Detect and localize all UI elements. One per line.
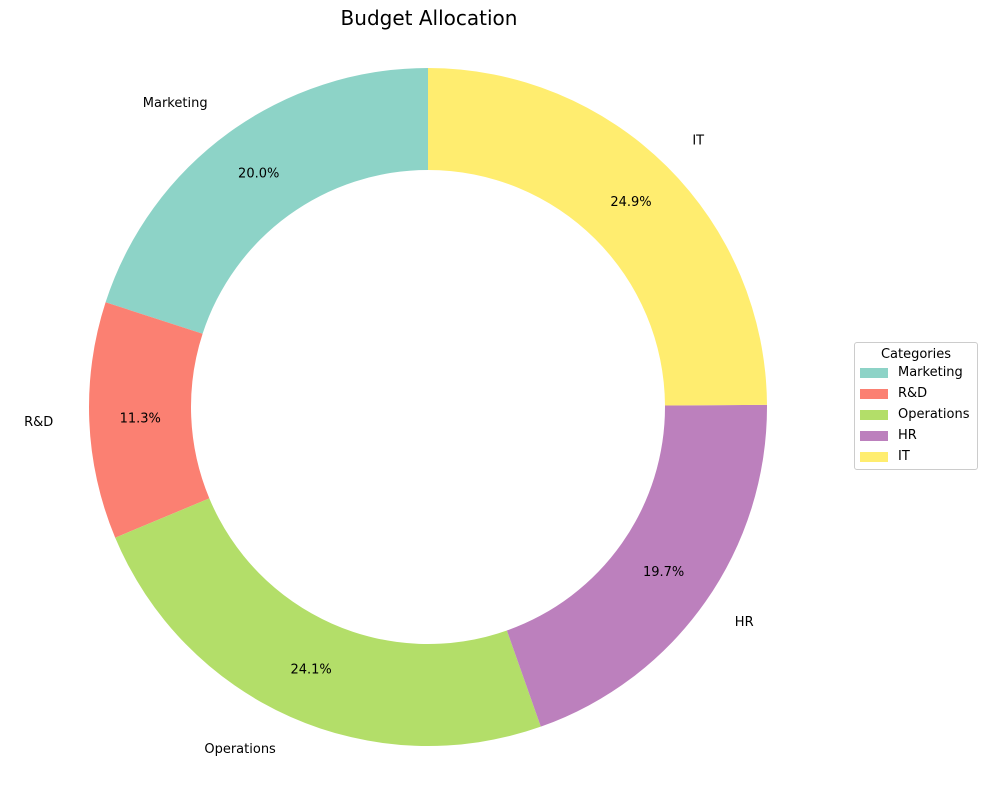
slice-operations xyxy=(115,498,541,746)
slice-r-d xyxy=(89,302,210,538)
slice-hr xyxy=(506,404,767,727)
legend-label: Marketing xyxy=(898,365,963,380)
legend-item: Operations xyxy=(855,404,977,425)
legend-label: HR xyxy=(898,428,917,443)
legend-item: Marketing xyxy=(855,362,977,383)
category-label: Operations xyxy=(204,742,276,757)
category-label: Marketing xyxy=(143,96,208,111)
percent-label: 24.1% xyxy=(290,663,331,678)
slice-it xyxy=(428,68,767,406)
legend-title: Categories xyxy=(880,347,952,362)
percent-label: 19.7% xyxy=(643,565,684,580)
chart-title: Budget Allocation xyxy=(340,6,518,30)
legend-label: R&D xyxy=(898,386,928,401)
legend-label: IT xyxy=(898,449,910,464)
percent-label: 20.0% xyxy=(238,167,279,182)
legend: Categories Marketing R&D Operations HR IT xyxy=(854,342,978,470)
legend-swatch xyxy=(860,430,888,441)
legend-swatch xyxy=(860,367,888,378)
slice-marketing xyxy=(105,68,428,334)
percent-label: 24.9% xyxy=(610,195,651,210)
category-label: HR xyxy=(735,615,754,630)
legend-swatch xyxy=(860,388,888,399)
percent-label: 11.3% xyxy=(120,411,161,426)
legend-item: R&D xyxy=(855,383,977,404)
category-label: R&D xyxy=(24,415,53,430)
category-label: IT xyxy=(692,134,704,149)
legend-item: HR xyxy=(855,425,977,446)
legend-swatch xyxy=(860,451,888,462)
legend-label: Operations xyxy=(898,407,970,422)
legend-swatch xyxy=(860,409,888,420)
legend-item: IT xyxy=(855,446,977,467)
